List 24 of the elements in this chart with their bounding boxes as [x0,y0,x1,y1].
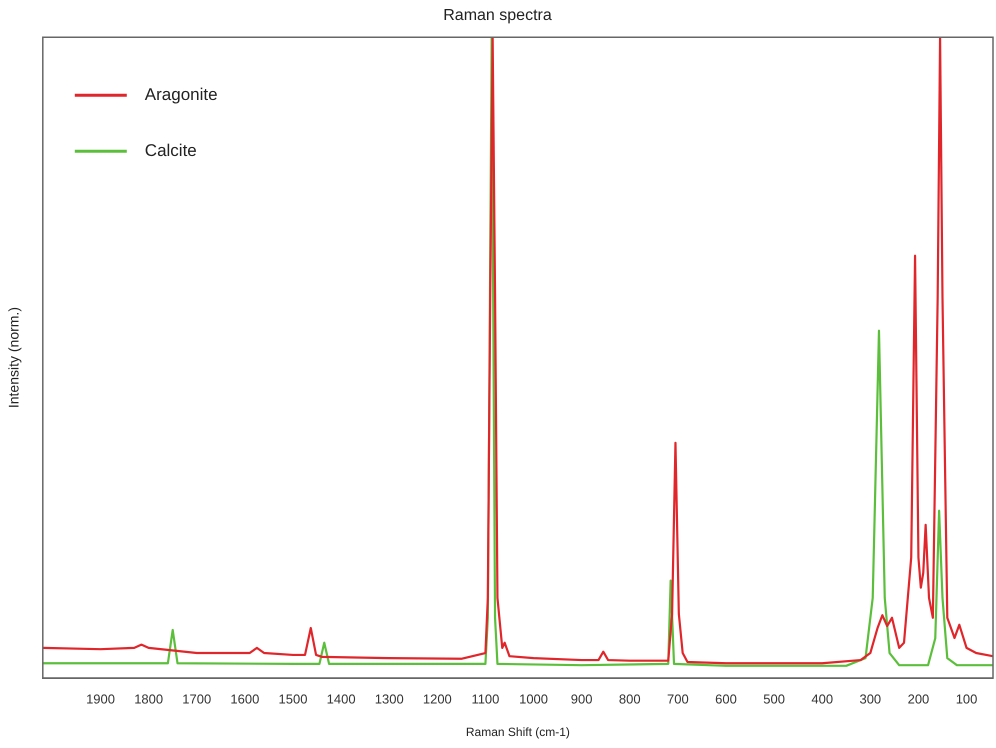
x-tick-label: 500 [763,691,785,706]
x-tick-label: 1400 [326,691,356,706]
x-tick-label: 400 [811,691,834,706]
x-tick-label: 1600 [230,691,260,706]
x-tick-label: 600 [715,691,737,706]
x-tick-label: 300 [859,691,882,706]
x-tick-label: 100 [956,691,978,706]
x-tick-label: 1700 [182,691,212,706]
x-tick-label: 1100 [471,691,500,706]
x-tick-label: 1900 [86,691,115,706]
x-tick-label: 1800 [134,691,164,706]
chart-title: Raman spectra [443,7,552,24]
x-axis-title: Raman Shift (cm-1) [466,725,570,740]
x-tick-label: 200 [908,691,930,706]
x-tick-label: 700 [667,691,689,706]
x-tick-label: 800 [618,691,641,706]
legend-label: Calcite [144,140,197,160]
x-tick-label: 1000 [519,691,548,706]
x-tick-label: 1500 [278,691,308,706]
legend-label: Aragonite [144,84,218,104]
x-tick-label: 900 [570,691,592,706]
x-tick-label: 1300 [374,691,404,706]
y-axis-title: Intensity (norm.) [5,307,22,408]
x-tick-label: 1200 [422,691,452,706]
